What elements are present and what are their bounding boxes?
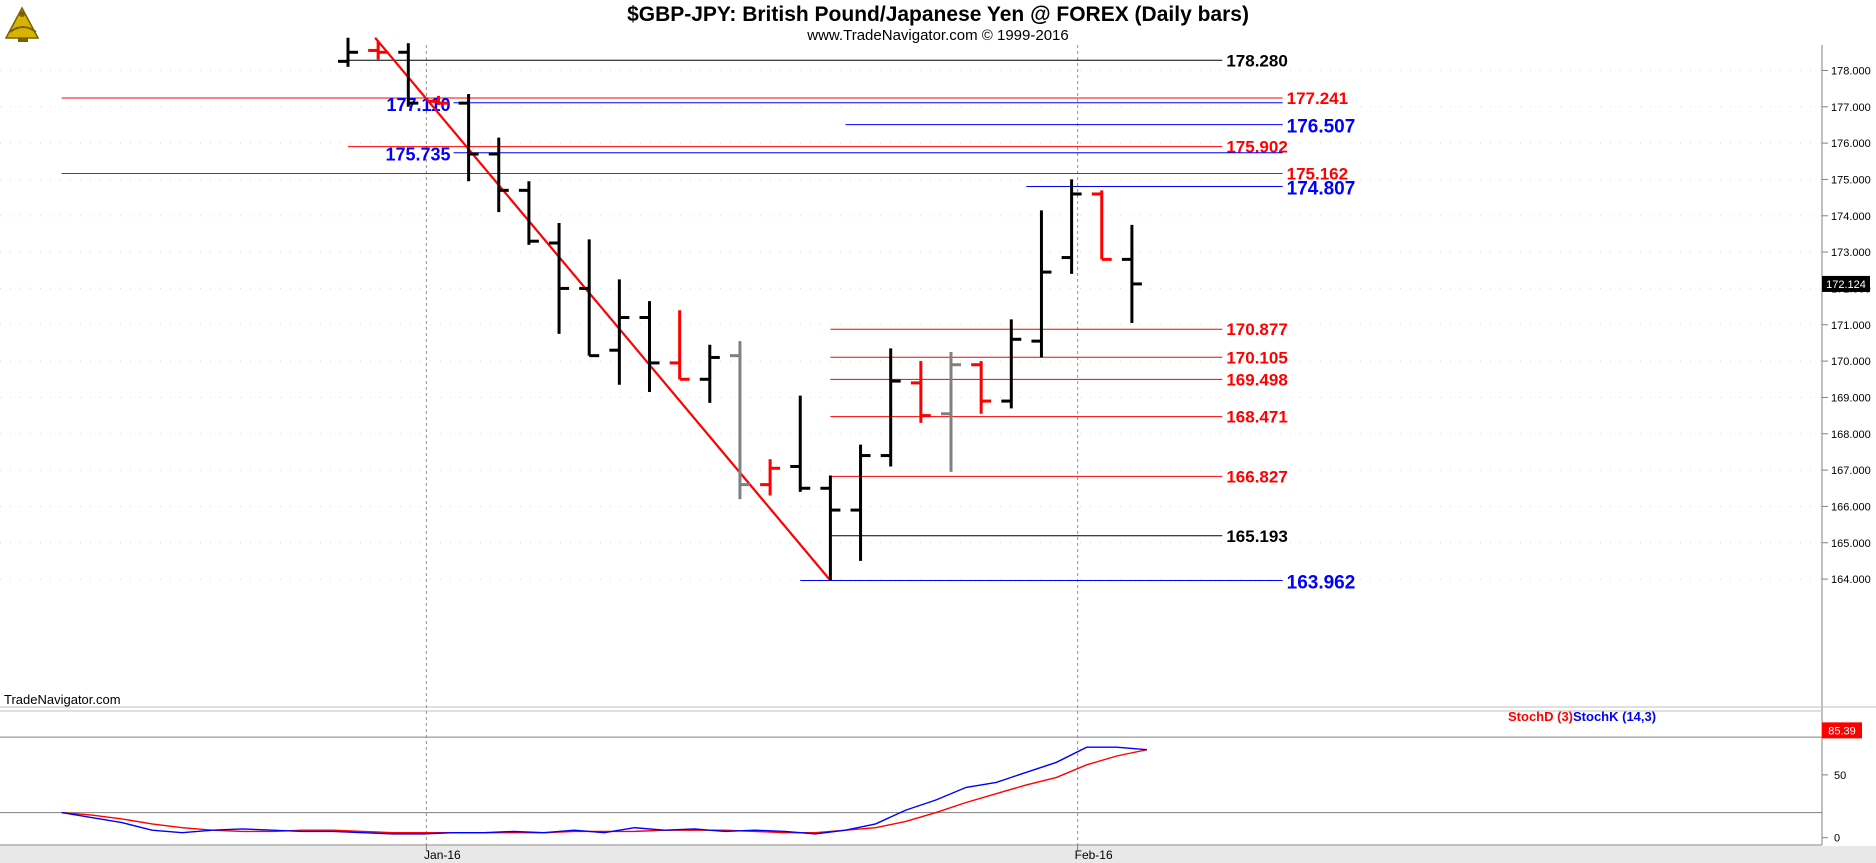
ohlc-bar [639,301,660,392]
level-label: 165.193 [1226,527,1287,546]
ohlc-bar [1091,190,1112,261]
level-label: 177.110 [386,95,450,115]
ohlc-bar [1061,179,1082,274]
ohlc-bar [699,344,720,403]
y-tick-label: 174.000 [1831,211,1871,223]
level-label: 175.902 [1226,138,1287,157]
y-tick-label: 178.000 [1831,65,1871,77]
level-label: 170.105 [1226,348,1287,367]
y-tick-label: 177.000 [1831,102,1871,114]
y-tick-label: 167.000 [1831,465,1871,477]
ohlc-bar [971,361,992,414]
bottom-strip [0,846,1876,863]
ohlc-bar [1121,224,1142,323]
y-tick-label: 173.000 [1831,247,1871,259]
level-label: 177.241 [1287,89,1348,108]
ohlc-bar [549,223,570,334]
page-subtitle: www.TradeNavigator.com © 1999-2016 [807,27,1069,44]
y-tick-label: 165.000 [1831,538,1871,550]
legend-stoch-k: StochK (14,3) [1573,709,1656,724]
level-label: 176.507 [1287,117,1356,138]
level-label: 175.162 [1287,165,1348,184]
level-label: 170.877 [1226,320,1287,339]
level-label: 166.827 [1226,467,1287,486]
ohlc-bar [458,94,479,182]
x-tick-label: Jan-16 [424,848,461,862]
stoch-series-line [61,749,1148,834]
ohlc-bar [729,341,750,500]
ohlc-bar [790,395,811,492]
watermark: TradeNavigator.com [4,692,121,707]
level-label: 163.962 [1287,572,1356,593]
x-tick-label: Feb-16 [1075,848,1113,862]
level-label: 174.807 [1287,178,1356,199]
stoch-last-box [1822,722,1862,739]
last-price-label: 172.124 [1826,279,1866,291]
ohlc-bar [760,459,781,496]
ohlc-bar [880,348,901,467]
ohlc-bar [338,37,358,67]
ohlc-bar [428,95,449,105]
ohlc-bar [609,279,630,385]
legend-stoch-d: StochD (3) [1508,709,1573,724]
y-tick-label: 164.000 [1831,574,1871,586]
price-panel [0,45,1822,707]
level-label: 168.471 [1226,408,1287,427]
y-tick-label: 166.000 [1831,501,1871,513]
stoch-y-tick-label: 50 [1834,770,1846,782]
ohlc-bar [820,475,841,581]
stoch-last-label: 85.39 [1828,725,1856,737]
page-title: $GBP-JPY: British Pound/Japanese Yen @ F… [627,3,1249,26]
y-tick-label: 169.000 [1831,392,1871,404]
last-price-box [1822,275,1870,292]
y-tick-label: 170.000 [1831,356,1871,368]
ohlc-bar [941,352,961,472]
ohlc-bar [669,310,690,381]
ohlc-bar [398,43,419,107]
ohlc-bar [368,41,389,60]
y-tick-label: 175.000 [1831,174,1871,186]
ohlc-bar [518,181,539,245]
y-tick-label: 168.000 [1831,429,1871,441]
level-label: 175.735 [385,145,450,165]
stoch-y-tick-label: 0 [1834,833,1840,845]
ohlc-bar [488,137,509,213]
sextant-logo-icon [4,6,40,42]
ohlc-bar [579,239,600,358]
ohlc-bar [1001,319,1022,409]
level-label: 169.498 [1226,370,1287,389]
ohlc-bar [910,361,931,423]
y-tick-label: 171.000 [1831,320,1871,332]
level-label: 178.280 [1226,51,1287,70]
trendline [374,37,832,582]
ohlc-bar [850,444,871,561]
stoch-series-line [61,746,1148,835]
ohlc-bar [1031,210,1052,358]
y-tick-label: 176.000 [1831,138,1871,150]
